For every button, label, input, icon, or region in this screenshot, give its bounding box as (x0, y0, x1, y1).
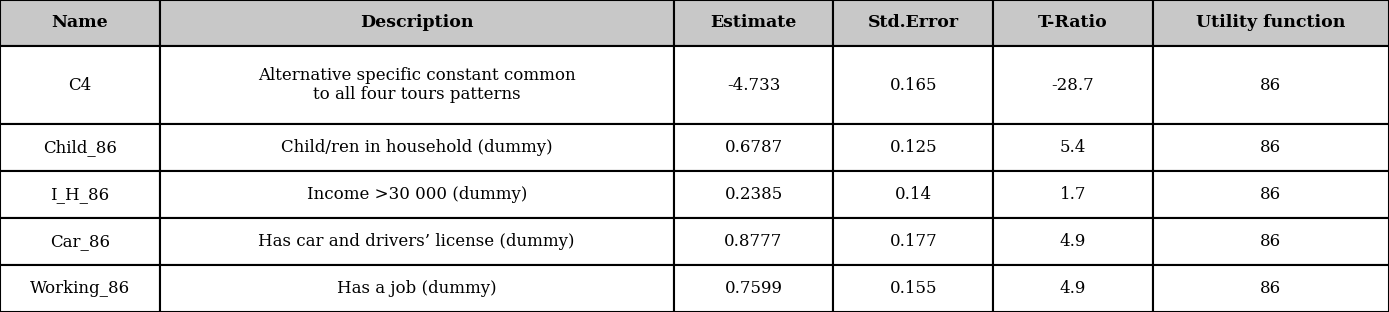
Text: Estimate: Estimate (710, 14, 797, 32)
Bar (160, 265, 674, 312)
Bar (0, 171, 160, 218)
Text: 86: 86 (1260, 76, 1282, 94)
Text: 86: 86 (1260, 233, 1282, 250)
Bar (674, 46, 833, 124)
Text: 0.7599: 0.7599 (725, 280, 782, 297)
Text: 0.155: 0.155 (889, 280, 938, 297)
Bar (674, 0, 833, 46)
Text: T-Ratio: T-Ratio (1038, 14, 1108, 32)
Bar (160, 171, 674, 218)
Text: 0.125: 0.125 (889, 139, 938, 156)
Text: 4.9: 4.9 (1060, 280, 1086, 297)
Text: Name: Name (51, 14, 108, 32)
Text: -28.7: -28.7 (1051, 76, 1095, 94)
Bar (1153, 46, 1389, 124)
Bar (0, 0, 160, 46)
Text: 1.7: 1.7 (1060, 186, 1086, 203)
Text: 0.6787: 0.6787 (725, 139, 782, 156)
Text: Description: Description (360, 14, 474, 32)
Bar (833, 171, 993, 218)
Text: Income >30 000 (dummy): Income >30 000 (dummy) (307, 186, 526, 203)
Text: C4: C4 (68, 76, 92, 94)
Bar (833, 0, 993, 46)
Bar (1153, 171, 1389, 218)
Bar (160, 46, 674, 124)
Bar (160, 0, 674, 46)
Bar (0, 46, 160, 124)
Text: 5.4: 5.4 (1060, 139, 1086, 156)
Bar (993, 218, 1153, 265)
Text: 0.177: 0.177 (889, 233, 938, 250)
Bar (993, 0, 1153, 46)
Bar (833, 46, 993, 124)
Text: 0.8777: 0.8777 (724, 233, 783, 250)
Bar (993, 46, 1153, 124)
Bar (993, 124, 1153, 171)
Text: 4.9: 4.9 (1060, 233, 1086, 250)
Bar (160, 218, 674, 265)
Text: -4.733: -4.733 (726, 76, 781, 94)
Text: Utility function: Utility function (1196, 14, 1346, 32)
Bar (1153, 265, 1389, 312)
Text: 0.2385: 0.2385 (725, 186, 782, 203)
Bar (0, 265, 160, 312)
Bar (0, 218, 160, 265)
Bar (674, 218, 833, 265)
Text: 86: 86 (1260, 186, 1282, 203)
Bar (833, 124, 993, 171)
Text: Std.Error: Std.Error (868, 14, 958, 32)
Bar (993, 171, 1153, 218)
Text: 0.165: 0.165 (889, 76, 938, 94)
Bar (674, 124, 833, 171)
Text: Has a job (dummy): Has a job (dummy) (338, 280, 496, 297)
Bar (1153, 124, 1389, 171)
Bar (674, 265, 833, 312)
Bar (160, 124, 674, 171)
Text: Alternative specific constant common
to all four tours patterns: Alternative specific constant common to … (258, 67, 575, 103)
Bar (833, 265, 993, 312)
Text: I_H_86: I_H_86 (50, 186, 110, 203)
Text: 86: 86 (1260, 139, 1282, 156)
Bar (674, 171, 833, 218)
Text: Child/ren in household (dummy): Child/ren in household (dummy) (281, 139, 553, 156)
Text: Child_86: Child_86 (43, 139, 117, 156)
Text: 0.14: 0.14 (895, 186, 932, 203)
Bar (1153, 218, 1389, 265)
Bar (1153, 0, 1389, 46)
Text: Working_86: Working_86 (29, 280, 131, 297)
Bar (0, 124, 160, 171)
Bar (833, 218, 993, 265)
Text: Car_86: Car_86 (50, 233, 110, 250)
Bar (993, 265, 1153, 312)
Text: 86: 86 (1260, 280, 1282, 297)
Text: Has car and drivers’ license (dummy): Has car and drivers’ license (dummy) (258, 233, 575, 250)
